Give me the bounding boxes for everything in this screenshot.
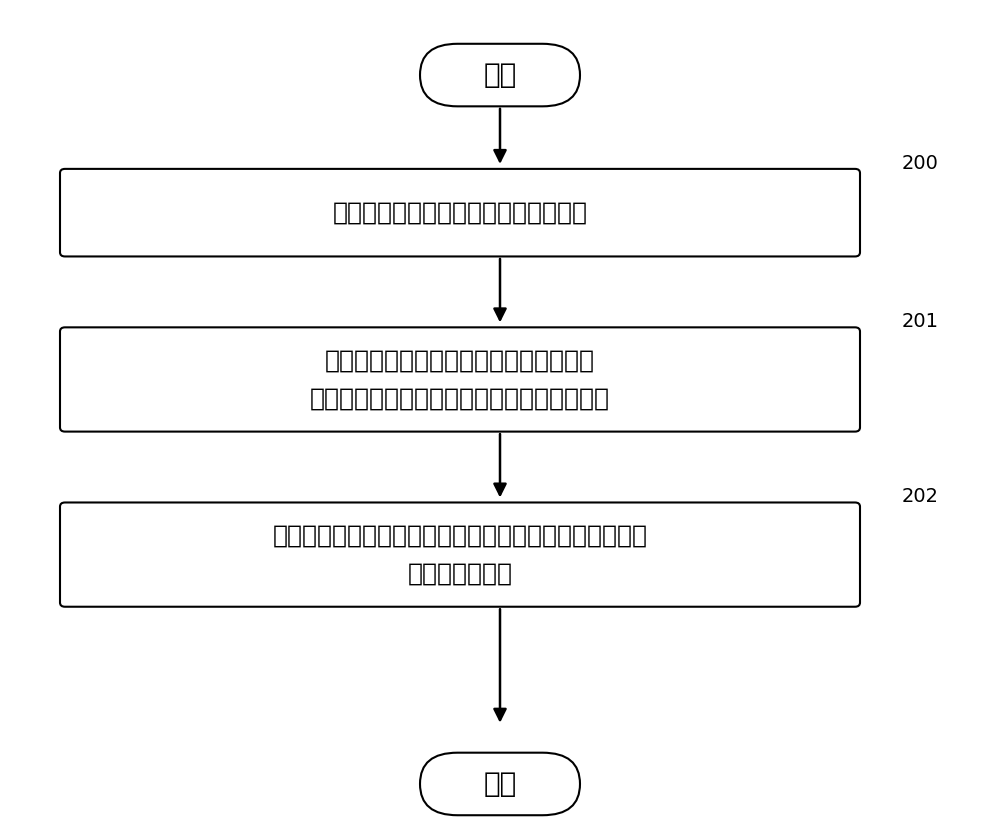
FancyBboxPatch shape <box>420 752 580 816</box>
Text: 200: 200 <box>902 154 939 173</box>
Text: 202: 202 <box>902 487 939 506</box>
FancyBboxPatch shape <box>60 327 860 432</box>
Text: 沿至少一个种植行对应的主方向在对应的种植行区域内确
定种植行中心线: 沿至少一个种植行对应的主方向在对应的种植行区域内确 定种植行中心线 <box>272 524 648 585</box>
FancyBboxPatch shape <box>60 502 860 607</box>
Text: 根据至少一张二值化图像确定植被区域内
的至少一个种植行对应的主方向和种植行区域: 根据至少一张二值化图像确定植被区域内 的至少一个种植行对应的主方向和种植行区域 <box>310 349 610 410</box>
Text: 获取农作物区域的至少一张二值化图像: 获取农作物区域的至少一张二值化图像 <box>332 201 588 224</box>
FancyBboxPatch shape <box>420 43 580 106</box>
Text: 开始: 开始 <box>483 61 517 89</box>
FancyBboxPatch shape <box>60 168 860 257</box>
Text: 结束: 结束 <box>483 770 517 798</box>
Text: 201: 201 <box>902 313 939 331</box>
